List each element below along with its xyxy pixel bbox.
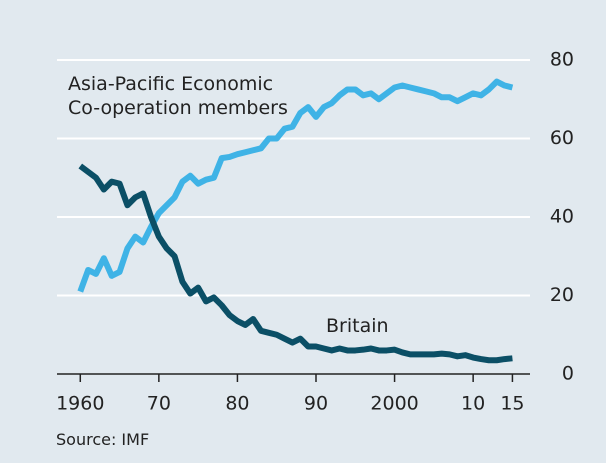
y-tick-label: 40 [550,206,574,228]
x-tick-label: 90 [304,393,328,415]
x-tick-label: 10 [461,393,485,415]
x-tick-label: 70 [147,393,171,415]
series-label: Asia-Pacific Economic Co-operation membe… [68,73,288,119]
y-tick-label: 60 [550,127,574,149]
y-tick-label: 80 [550,49,574,71]
y-tick-label: 20 [550,284,574,306]
x-tick-label: 2000 [370,393,418,415]
series-label: Britain [326,315,389,337]
series-line [78,163,513,364]
x-tick-label: 80 [225,393,249,415]
x-tick-label: 1960 [56,393,104,415]
source: Source: IMF [56,430,150,449]
y-tick-label: 0 [562,363,574,385]
x-tick-label: 15 [500,393,524,415]
